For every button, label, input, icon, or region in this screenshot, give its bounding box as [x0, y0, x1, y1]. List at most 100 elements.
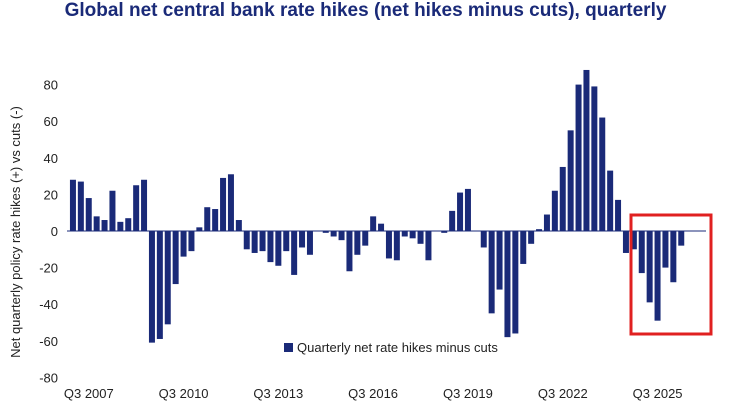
y-tick-label: -40 [39, 297, 58, 312]
x-tick-label: Q3 2016 [348, 386, 398, 401]
x-tick-label: Q3 2010 [159, 386, 209, 401]
bar [306, 231, 313, 255]
bar [678, 231, 685, 246]
bar [77, 181, 84, 231]
y-tick-label: 60 [44, 114, 58, 129]
bar [449, 210, 456, 231]
bar [559, 166, 566, 231]
y-tick-label: 80 [44, 78, 58, 93]
bar-series [69, 69, 685, 343]
bar [480, 231, 487, 248]
bar [464, 188, 471, 231]
bar [591, 86, 598, 232]
bar [204, 207, 211, 231]
bar [220, 177, 227, 231]
bar [117, 221, 124, 231]
bar [275, 231, 282, 266]
bar [520, 231, 527, 264]
bar [101, 220, 108, 231]
bar [156, 231, 163, 339]
bar [148, 231, 155, 343]
bar [362, 231, 369, 246]
x-tick-label: Q3 2013 [253, 386, 303, 401]
bar [188, 231, 195, 252]
bar [267, 231, 274, 263]
bar [615, 199, 622, 231]
legend-label: Quarterly net rate hikes minus cuts [297, 340, 498, 355]
bar [425, 231, 432, 261]
bar [283, 231, 290, 252]
y-tick-label: 40 [44, 151, 58, 166]
bar [125, 218, 132, 231]
bar [536, 229, 543, 231]
bar [212, 209, 219, 231]
bar [583, 69, 590, 232]
bar [551, 190, 558, 231]
bar [504, 231, 511, 338]
chart-title: Global net central bank rate hikes (net … [64, 0, 667, 21]
bar [630, 231, 637, 250]
bar [235, 220, 242, 231]
bar [512, 231, 519, 334]
bar [528, 231, 535, 244]
bar [93, 216, 100, 231]
y-tick-label: -20 [39, 261, 58, 276]
bar [488, 231, 495, 314]
highlight-box [629, 213, 713, 336]
bar [496, 231, 503, 290]
bar [243, 231, 250, 250]
bar [338, 231, 345, 241]
bar [227, 174, 234, 231]
legend-swatch [284, 343, 293, 352]
bar [670, 231, 677, 283]
bar [109, 190, 116, 231]
y-axis-label: Net quarterly policy rate hikes (+) vs c… [8, 106, 23, 358]
x-tick-label: Q3 2025 [633, 386, 683, 401]
bar [354, 231, 361, 255]
bar [622, 231, 629, 253]
bar [385, 231, 392, 259]
y-tick-label: -80 [39, 370, 58, 385]
bar [172, 231, 179, 285]
bar [251, 231, 258, 253]
bar [322, 231, 329, 233]
bar [180, 231, 187, 257]
bar [346, 231, 353, 272]
bar [299, 231, 306, 248]
bar [599, 117, 606, 231]
bar [259, 231, 266, 252]
y-axis-ticks: 80 60 40 20 0 -20 -40 -60 -80 [39, 78, 58, 386]
bar [441, 231, 448, 233]
y-tick-label: 20 [44, 187, 58, 202]
bar [85, 198, 92, 231]
y-tick-label: -60 [39, 334, 58, 349]
bar [409, 231, 416, 239]
bar [575, 84, 582, 231]
x-tick-label: Q3 2019 [443, 386, 493, 401]
bar [417, 231, 424, 244]
bar [133, 185, 140, 231]
bar [69, 179, 76, 231]
x-axis-ticks: Q3 2007 Q3 2010 Q3 2013 Q3 2016 Q3 2019 Q3 20… [64, 386, 683, 401]
bar [393, 231, 400, 261]
bar [330, 231, 337, 237]
bar [164, 231, 171, 325]
bar [543, 214, 550, 231]
bar [370, 216, 377, 231]
x-tick-label: Q3 2007 [64, 386, 114, 401]
bar [378, 223, 385, 231]
bar [646, 231, 653, 303]
bar [638, 231, 645, 274]
bar [457, 192, 464, 231]
bar [141, 179, 148, 231]
legend: Quarterly net rate hikes minus cuts [284, 340, 498, 355]
bar [607, 170, 614, 231]
bar [401, 231, 408, 237]
bar [654, 231, 661, 321]
bar [662, 231, 669, 268]
bar [291, 231, 298, 275]
bar [196, 227, 203, 231]
x-tick-label: Q3 2022 [538, 386, 588, 401]
y-tick-label: 0 [51, 224, 58, 239]
